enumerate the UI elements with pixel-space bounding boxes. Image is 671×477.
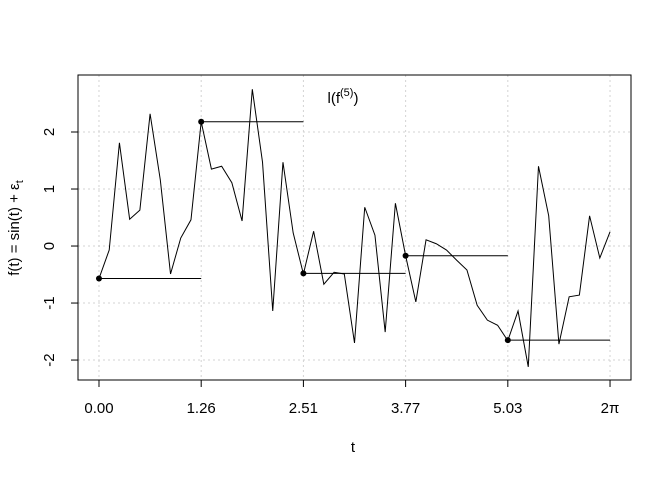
y-tick-label: -1 (41, 296, 58, 309)
y-tick-label: 2 (41, 128, 58, 136)
step-point (300, 270, 307, 277)
step-point (402, 252, 409, 259)
y-tick-label: -2 (41, 353, 58, 366)
x-tick-label: 5.03 (493, 400, 522, 417)
step-point (95, 275, 102, 282)
step-point (504, 337, 511, 344)
x-tick-label: 0.00 (84, 400, 113, 417)
chart-title: l(f(5)) (328, 87, 359, 107)
x-tick-label: 2π (601, 400, 620, 417)
data-line (98, 89, 611, 367)
y-tick-label: 0 (41, 242, 58, 250)
y-tick-label: 1 (41, 185, 58, 193)
y-axis-label: f(t) = sin(t) + εt (6, 180, 26, 276)
x-tick-label: 2.51 (289, 400, 318, 417)
x-axis-label: t (351, 439, 356, 456)
x-tick-label: 3.77 (391, 400, 420, 417)
step-point (198, 118, 205, 125)
x-tick-label: 1.26 (187, 400, 216, 417)
plot-frame (77, 74, 632, 381)
